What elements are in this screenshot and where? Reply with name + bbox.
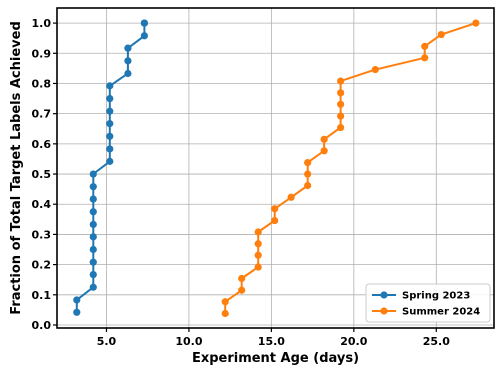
legend-label: Summer 2024: [402, 307, 480, 318]
series-layer: [73, 19, 480, 318]
grid: [57, 8, 494, 328]
data-point: [304, 170, 312, 178]
data-point: [89, 245, 97, 254]
y-tick-label: 1.0: [32, 17, 52, 30]
y-tick-label: 0.5: [32, 168, 52, 181]
y-tick-label: 0.3: [32, 228, 52, 241]
legend-marker: [380, 307, 388, 315]
data-point: [106, 120, 114, 128]
data-point: [287, 193, 295, 201]
data-point: [271, 216, 279, 225]
data-point: [106, 157, 114, 165]
data-point: [254, 251, 262, 259]
data-point: [106, 107, 114, 115]
y-tick-label: 0.2: [32, 259, 52, 272]
data-point: [421, 54, 429, 62]
data-point: [304, 158, 312, 167]
data-point: [89, 233, 97, 241]
data-point: [472, 19, 480, 27]
data-point: [304, 181, 312, 190]
data-point: [106, 132, 114, 140]
axis-ticks: 5.0 10.0 15.0 20.0 25.0 0.0 0.1 0.2 0.3 0.4 0.5 0.6…: [32, 17, 451, 348]
data-point: [73, 296, 81, 304]
data-point: [124, 44, 132, 52]
data-point: [89, 283, 97, 291]
data-point: [140, 19, 148, 27]
series-0: [73, 19, 148, 316]
data-point: [221, 309, 229, 318]
data-point: [140, 32, 148, 40]
data-point: [337, 112, 345, 120]
data-point: [106, 145, 114, 153]
y-tick-label: 0.1: [32, 289, 52, 302]
data-point: [421, 42, 429, 50]
data-point: [337, 100, 345, 108]
data-point: [89, 183, 97, 191]
data-point: [371, 65, 379, 74]
legend-box: [365, 283, 491, 323]
data-point: [238, 286, 246, 294]
data-point: [320, 135, 328, 143]
legend: Spring 2023 Summer 2024: [365, 283, 491, 323]
y-tick-label: 0.9: [32, 47, 52, 60]
series-line: [75, 23, 146, 313]
x-tick-label: 25.0: [423, 335, 450, 348]
data-point: [437, 30, 445, 39]
y-tick-label: 0.6: [32, 138, 52, 151]
data-point: [238, 274, 246, 283]
x-tick-label: 20.0: [340, 335, 367, 348]
data-point: [89, 208, 97, 216]
legend-label: Spring 2023: [402, 291, 470, 302]
x-tick-label: 15.0: [258, 335, 285, 348]
data-point: [89, 170, 97, 178]
y-tick-label: 0.8: [32, 77, 52, 90]
data-point: [124, 69, 132, 78]
data-point: [320, 147, 328, 155]
data-point: [337, 77, 345, 85]
data-point: [89, 270, 97, 279]
y-tick-label: 0.4: [32, 198, 52, 211]
data-point: [221, 298, 229, 306]
data-point: [271, 205, 279, 213]
legend-marker: [380, 291, 388, 299]
plot-frame: [56, 7, 495, 329]
x-tick-label: 5.0: [97, 335, 117, 348]
data-point: [89, 195, 97, 203]
x-tick-label: 10.0: [175, 335, 202, 348]
data-point: [89, 258, 97, 266]
data-point: [124, 57, 132, 65]
data-point: [337, 123, 345, 132]
data-point: [106, 82, 114, 90]
data-point: [106, 94, 114, 103]
y-axis-label: Fraction of Total Target Labels Achieved: [9, 21, 24, 315]
data-point: [254, 240, 262, 248]
series-line: [224, 22, 477, 314]
data-point: [254, 263, 262, 271]
data-point: [337, 89, 345, 97]
data-point: [89, 220, 97, 229]
data-point: [254, 228, 262, 236]
y-tick-label: 0.0: [32, 319, 52, 332]
x-axis-label: Experiment Age (days): [192, 351, 359, 366]
y-tick-label: 0.7: [32, 108, 52, 121]
data-point: [73, 308, 81, 316]
series-1: [221, 19, 480, 318]
